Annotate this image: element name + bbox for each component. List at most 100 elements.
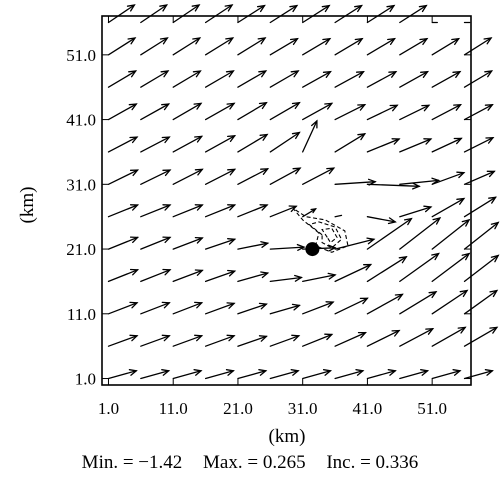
vector-shaft (366, 71, 397, 88)
y-axis-title: (km) (17, 187, 38, 224)
wind-vector (334, 37, 364, 56)
wind-vector (237, 4, 266, 24)
vector-head (386, 4, 396, 13)
wind-vector (269, 205, 298, 218)
wind-vector (204, 168, 237, 185)
vector-head (391, 329, 401, 337)
wind-vector (269, 4, 299, 24)
vector-head (127, 37, 137, 45)
vector-head (357, 103, 367, 111)
vector-shaft (140, 370, 170, 380)
wind-vector (463, 196, 497, 218)
vector-head (490, 221, 500, 230)
vector-head (327, 244, 337, 252)
vector-shaft (269, 276, 303, 283)
vector-shaft (463, 326, 498, 347)
wind-vector (302, 4, 331, 24)
min-stat: Min. = −1.42 (81, 452, 183, 473)
stats-line: Min. = −1.42 Max. = 0.265 Inc. = 0.336 (0, 452, 500, 474)
wind-vector (269, 334, 301, 347)
wind-vector (431, 252, 471, 283)
vector-head (129, 204, 140, 211)
wind-vector (140, 268, 172, 283)
wind-vector (366, 4, 396, 24)
vector-head (227, 269, 237, 277)
wind-vector (334, 214, 343, 218)
wind-vector (463, 326, 499, 347)
wind-vector (172, 301, 204, 315)
wind-vector (334, 331, 367, 347)
vector-head (288, 205, 298, 213)
vector-head (420, 369, 430, 376)
vector-head (161, 334, 171, 342)
vector-head (457, 326, 467, 334)
vector-shaft (237, 204, 268, 218)
wind-vector (204, 369, 235, 380)
wind-vector (204, 269, 237, 283)
vector-head (129, 236, 140, 244)
vector-head (258, 335, 268, 342)
wind-vector (302, 272, 337, 283)
wind-vector (107, 236, 140, 250)
wind-vector (302, 37, 332, 56)
vector-shaft (140, 269, 171, 283)
vector-shaft (140, 169, 171, 185)
vector-head (484, 369, 494, 376)
vector-shaft (463, 221, 499, 250)
x-tick-label: 11.0 (159, 399, 188, 418)
y-tick-label: 41.0 (66, 111, 96, 130)
vector-head (391, 138, 401, 145)
vector-shaft (107, 370, 137, 380)
wind-vector (237, 133, 269, 153)
vector-shaft (399, 104, 430, 121)
vector-shaft (334, 263, 372, 283)
vector-shaft (237, 335, 268, 347)
wind-vector (302, 70, 332, 88)
wind-vector (366, 293, 404, 315)
wind-vector (140, 136, 171, 153)
vector-head (456, 197, 466, 205)
vector-shaft (237, 37, 266, 56)
vector-head (192, 37, 202, 45)
vector-shaft (463, 289, 498, 315)
vector-shaft (463, 196, 497, 218)
vector-head (461, 218, 471, 227)
wind-vector (463, 136, 495, 153)
wind-vector (463, 70, 494, 88)
vector-head (322, 369, 333, 376)
vector-head (193, 369, 203, 376)
vector-shaft (334, 181, 376, 185)
vector-head (388, 70, 398, 78)
vector-head (461, 252, 471, 261)
vector-shaft (204, 37, 234, 56)
vector-shaft (107, 236, 139, 250)
vector-shaft (366, 138, 400, 153)
y-tick-label: 31.0 (66, 175, 96, 194)
vector-shaft (463, 370, 494, 380)
vector-shaft (107, 136, 138, 153)
vector-head (452, 70, 462, 78)
vector-head (162, 169, 172, 177)
wind-vector (366, 329, 401, 347)
vector-head (224, 4, 234, 12)
inc-stat: Inc. = 0.336 (326, 452, 419, 473)
vector-head (359, 297, 369, 305)
wind-vector (399, 369, 430, 380)
wind-vector (334, 4, 363, 24)
vector-head (452, 369, 462, 376)
vector-head (321, 4, 331, 13)
vector-shaft (302, 71, 332, 88)
vector-shaft (334, 4, 363, 24)
vector-head (486, 170, 496, 178)
vector-shaft (172, 370, 202, 380)
wind-vector (302, 369, 333, 380)
wind-vector (107, 70, 138, 88)
vector-head (423, 205, 433, 213)
wind-vector (172, 4, 201, 24)
vector-head (387, 37, 396, 46)
vector-head (259, 204, 269, 211)
wind-vector (269, 70, 300, 88)
center-marker (305, 242, 320, 257)
vector-shaft (204, 102, 235, 121)
vector-shaft (107, 302, 138, 315)
